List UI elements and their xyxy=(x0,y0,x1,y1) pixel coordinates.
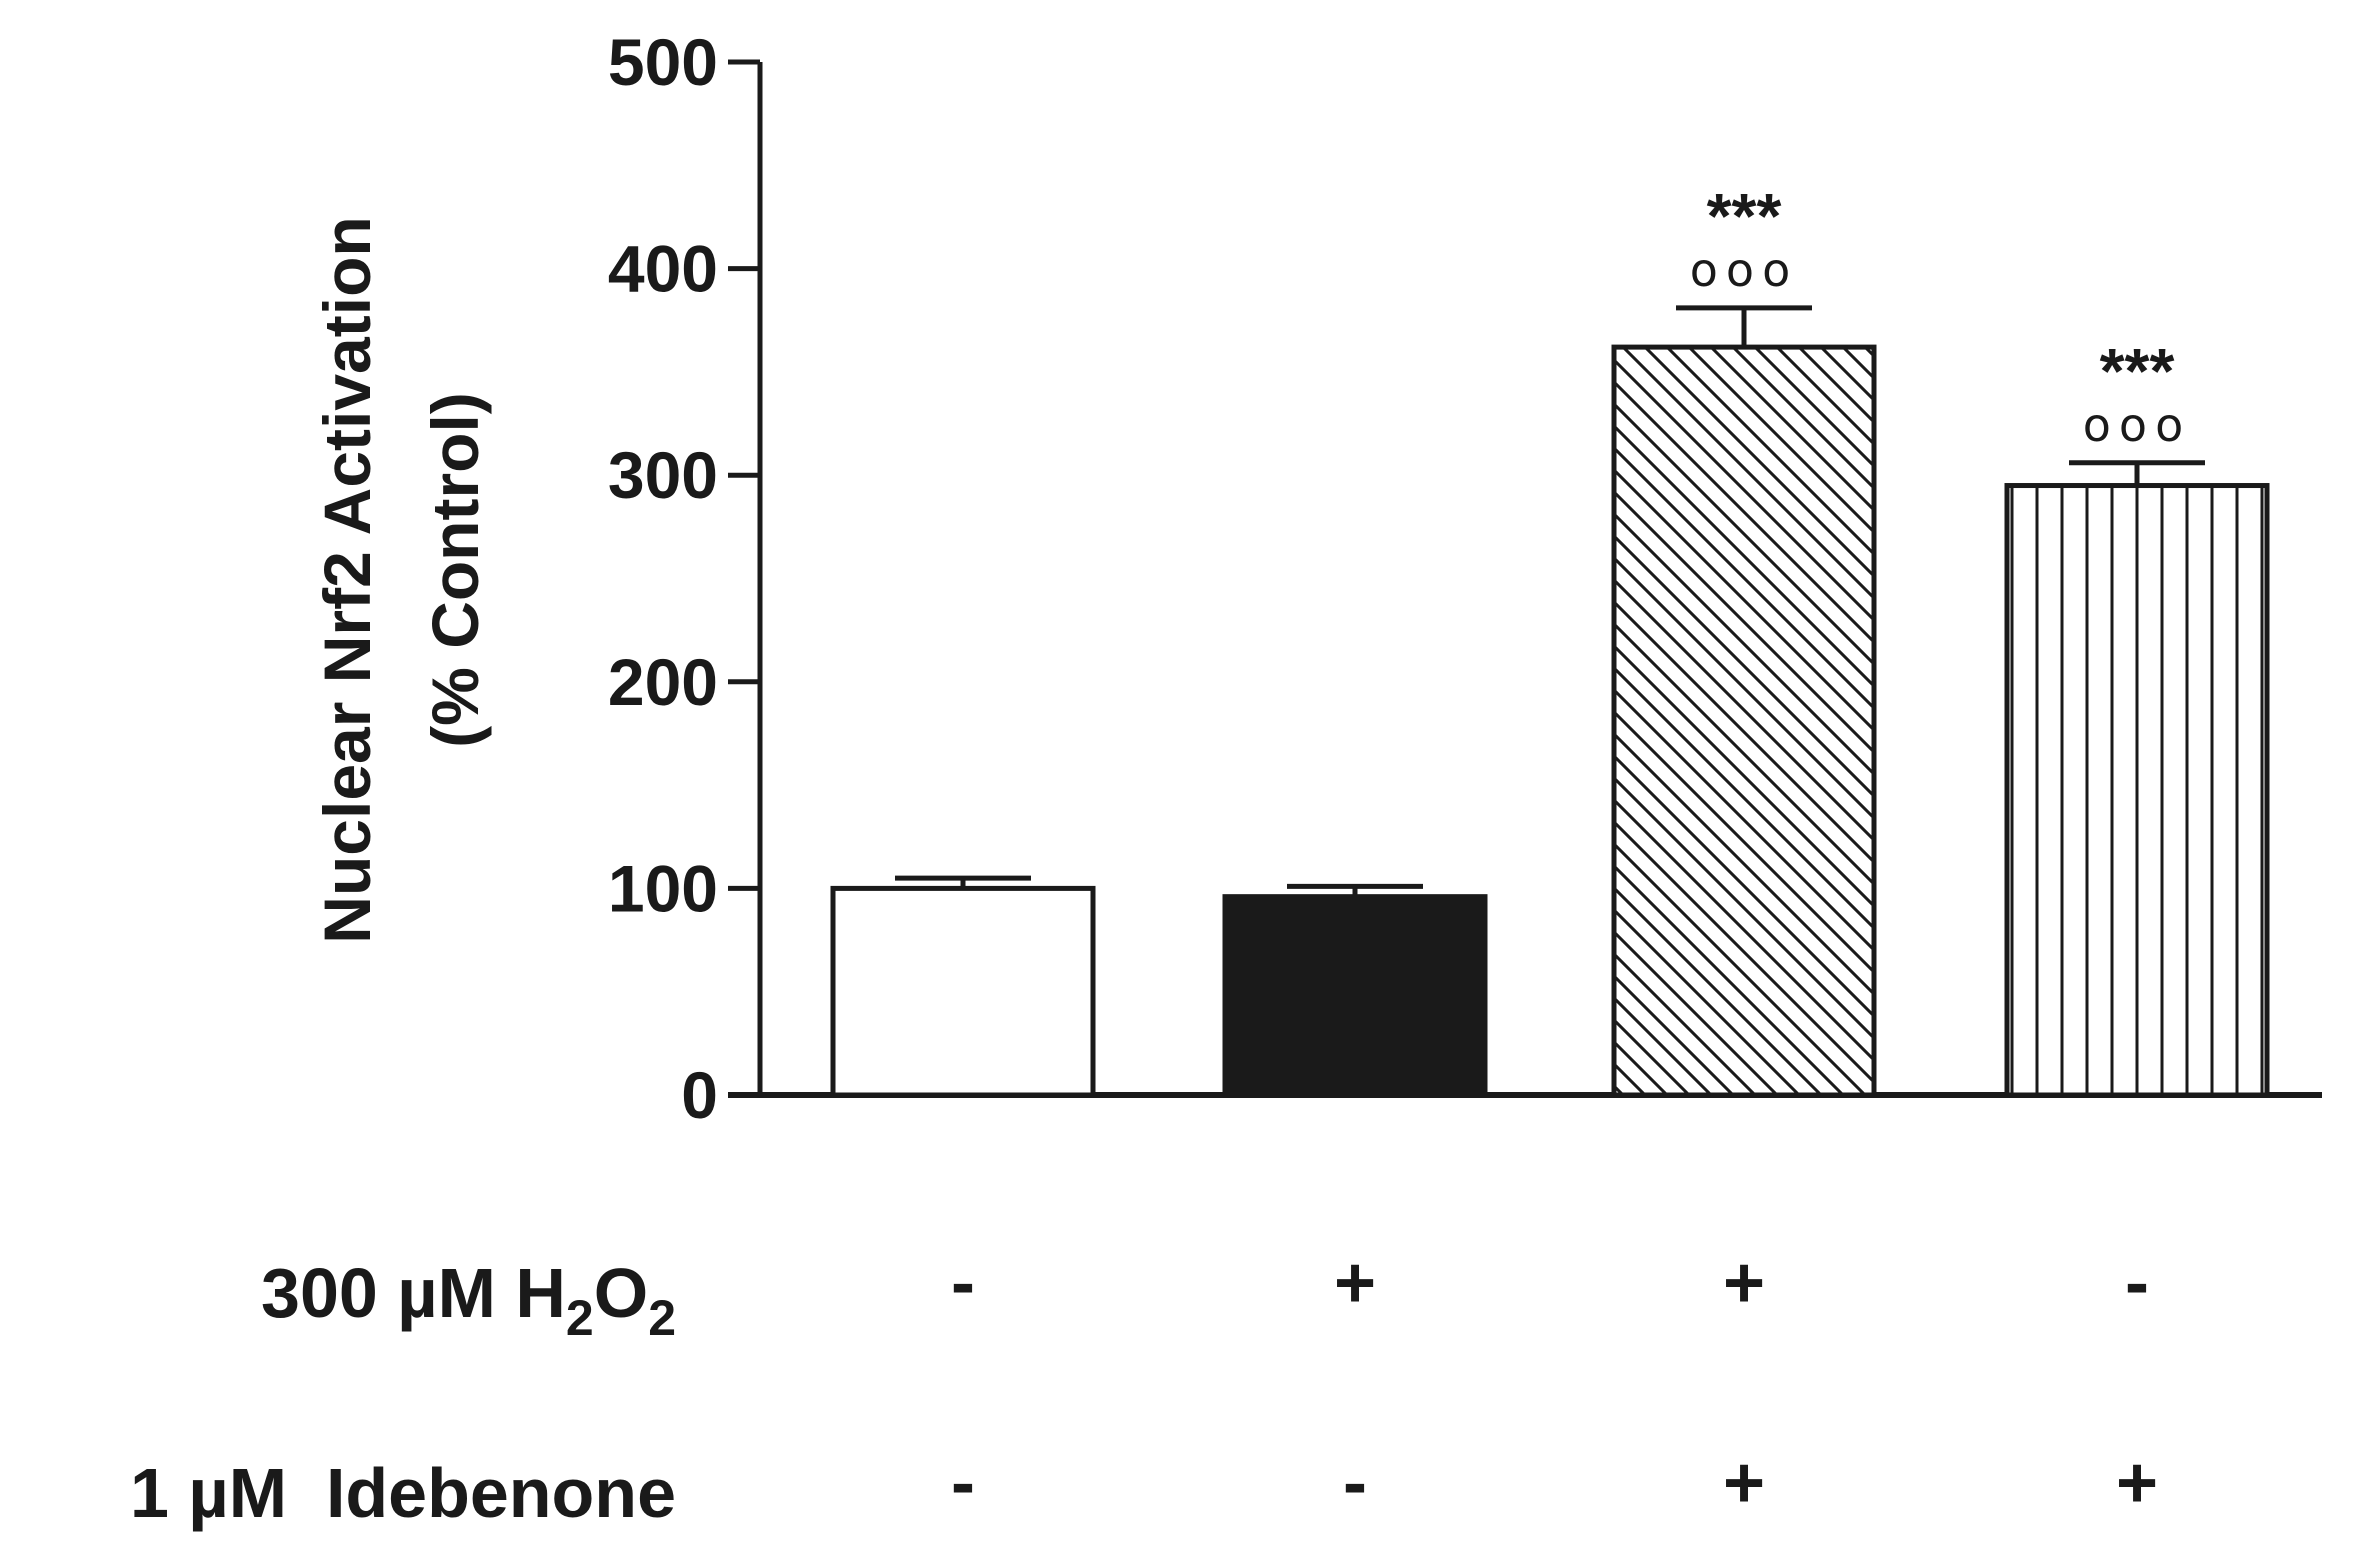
treatment-sign: + xyxy=(2116,1443,2158,1523)
treatment-h2o2-label: 300 µM H2O2 xyxy=(261,1254,676,1346)
significance-circles: ooo xyxy=(2083,398,2191,452)
treatment-sign: + xyxy=(1723,1243,1765,1323)
y-axis-ticks: 0 100 200 300 400 500 xyxy=(608,25,760,1132)
significance-stars: *** xyxy=(2100,335,2175,407)
y-tick-label: 300 xyxy=(608,438,718,512)
bar xyxy=(1611,344,1877,1098)
treatment-sign: - xyxy=(951,1443,975,1523)
significance-circles: ooo xyxy=(1690,243,1798,297)
y-axis-title-line1: Nuclear Nrf2 Activation xyxy=(310,216,384,943)
treatment-sign: - xyxy=(1343,1443,1367,1523)
bar xyxy=(2004,483,2270,1098)
significance-stars: *** xyxy=(1707,180,1782,252)
treatment-sign: + xyxy=(1723,1443,1765,1523)
y-tick-label: 400 xyxy=(608,232,718,306)
bar xyxy=(830,885,1096,1098)
treatment-h2o2-prefix: 300 µM H xyxy=(261,1254,566,1332)
treatment-sign: - xyxy=(2125,1243,2149,1323)
treatment-h2o2-mid: O xyxy=(594,1254,648,1332)
y-tick-label: 200 xyxy=(608,645,718,719)
treatment-sign: + xyxy=(1334,1243,1376,1323)
treatment-table: 300 µM H2O2 1 µM Idebenone - + + -- - + + xyxy=(130,1243,2158,1532)
y-tick-label: 100 xyxy=(608,851,718,925)
treatment-idebenone-label: 1 µM Idebenone xyxy=(130,1454,676,1532)
treatment-h2o2-sub1: 2 xyxy=(566,1290,594,1346)
treatment-sign: - xyxy=(951,1243,975,1323)
y-tick-label: 500 xyxy=(608,25,718,99)
y-tick-label: 0 xyxy=(681,1058,718,1132)
bars-group: ooo***ooo*** xyxy=(830,180,2270,1098)
y-axis-title-line2: (% Control) xyxy=(418,392,492,748)
treatment-h2o2-sub2: 2 xyxy=(648,1290,676,1346)
bar xyxy=(1222,894,1488,1098)
